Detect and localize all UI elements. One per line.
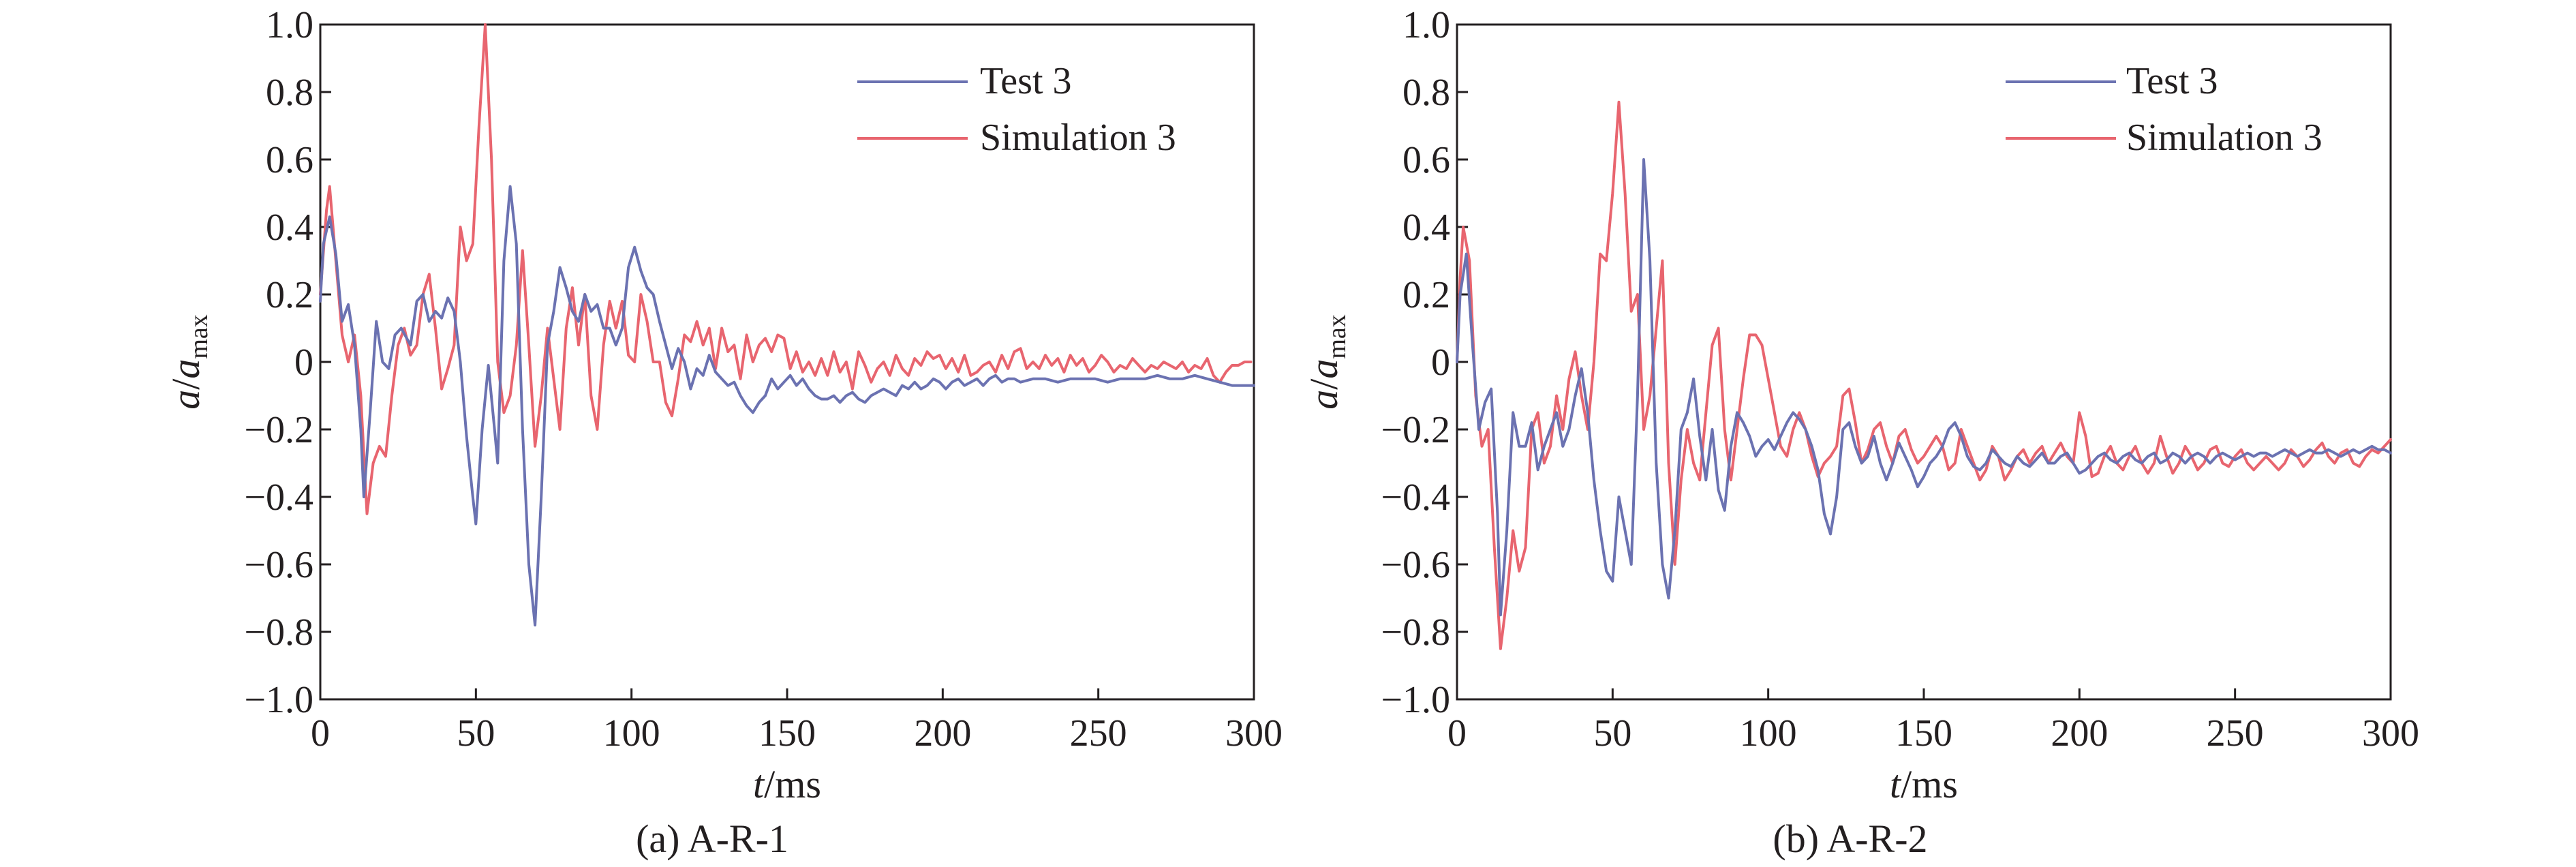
legend-label-test: Test 3: [980, 60, 1072, 102]
y-axis-ticks: −1.0 −0.8 −0.6 −0.4 −0.2 0 0.2 0.4 0.6 0.8 1.0: [244, 4, 331, 721]
panel-a: −1.0 −0.8 −0.6 −0.4 −0.2 0 0.2 0.4 0.6 0.8 1.0 0 50…: [164, 4, 1283, 861]
x-tick-label: 100: [603, 712, 660, 755]
legend-label-simulation: Simulation 3: [2126, 117, 2322, 159]
y-tick-label: −0.4: [244, 476, 313, 519]
test-3-series-line: [1456, 158, 2392, 617]
y-tick-label: −0.8: [244, 611, 313, 654]
x-tick-label: 200: [914, 712, 971, 755]
y-tick-label: 0: [1431, 341, 1450, 384]
x-tick-label: 250: [1070, 712, 1127, 755]
legend: Test 3 Simulation 3: [857, 60, 1176, 159]
y-tick-label: −0.8: [1381, 611, 1450, 654]
x-tick-label: 0: [311, 712, 330, 755]
y-tick-label: −0.2: [1381, 409, 1450, 451]
x-axis-label: t/ms: [753, 762, 821, 806]
panel-b: −1.0 −0.8 −0.6 −0.4 −0.2 0 0.2 0.4 0.6 0.8 1.0 0 50…: [1302, 4, 2419, 861]
y-tick-label: −1.0: [244, 679, 313, 721]
x-tick-label: 250: [2207, 712, 2264, 755]
panel-caption: (b) A-R-2: [1773, 817, 1927, 861]
simulation-3-series-line: [319, 23, 1253, 515]
panel-caption: (a) A-R-1: [636, 817, 788, 861]
y-tick-label: −0.6: [1381, 544, 1450, 586]
y-tick-label: 0.8: [266, 72, 313, 114]
y-tick-label: −0.4: [1381, 476, 1450, 519]
y-tick-label: 0: [294, 341, 313, 384]
y-tick-label: 1.0: [266, 4, 313, 46]
x-tick-label: 150: [1895, 712, 1952, 755]
x-tick-label: 0: [1447, 712, 1467, 755]
y-tick-label: 0.4: [1402, 207, 1450, 249]
y-tick-label: 1.0: [1402, 4, 1450, 46]
legend: Test 3 Simulation 3: [2006, 60, 2322, 159]
simulation-3-series-line: [1456, 100, 2392, 650]
x-axis-label: t/ms: [1890, 762, 1958, 806]
y-tick-label: 0.8: [1402, 72, 1450, 114]
x-tick-label: 50: [1593, 712, 1631, 755]
y-tick-label: 0.4: [266, 207, 313, 249]
x-tick-label: 300: [1225, 712, 1283, 755]
y-tick-label: −0.6: [244, 544, 313, 586]
legend-label-simulation: Simulation 3: [980, 117, 1176, 159]
plot-lines: [1456, 100, 2392, 650]
y-tick-label: −0.2: [244, 409, 313, 451]
plot-lines: [319, 23, 1255, 627]
test-3-series-line: [319, 185, 1255, 627]
y-axis-ticks: −1.0 −0.8 −0.6 −0.4 −0.2 0 0.2 0.4 0.6 0.8 1.0: [1381, 4, 1468, 721]
x-tick-label: 50: [457, 712, 495, 755]
y-tick-label: 0.6: [266, 139, 313, 181]
x-axis-ticks: 0 50 100 150 200 250 300: [1447, 688, 2419, 755]
x-tick-label: 200: [2051, 712, 2108, 755]
x-axis-ticks: 0 50 100 150 200 250 300: [311, 688, 1283, 755]
legend-label-test: Test 3: [2126, 60, 2218, 102]
y-tick-label: 0.2: [1402, 274, 1450, 316]
x-tick-label: 150: [758, 712, 816, 755]
y-tick-label: 0.6: [1402, 139, 1450, 181]
x-tick-label: 300: [2362, 712, 2419, 755]
y-axis-label: a/amax: [164, 314, 213, 410]
y-tick-label: 0.2: [266, 274, 313, 316]
x-tick-label: 100: [1740, 712, 1797, 755]
y-tick-label: −1.0: [1381, 679, 1450, 721]
y-axis-label: a/amax: [1302, 314, 1351, 410]
